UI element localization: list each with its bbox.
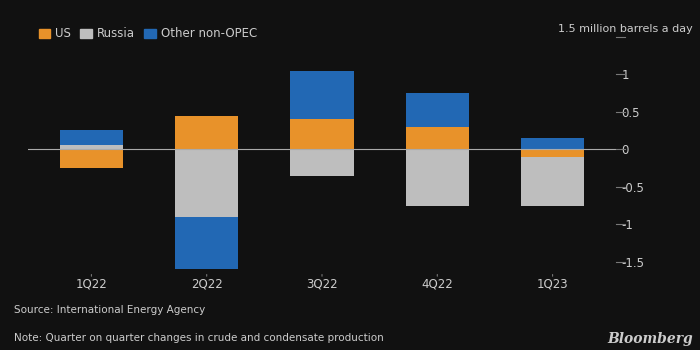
- Text: 1.5 million barrels a day: 1.5 million barrels a day: [559, 25, 693, 35]
- Text: Source: International Energy Agency: Source: International Energy Agency: [14, 305, 205, 315]
- Bar: [521, 138, 584, 149]
- Bar: [175, 116, 239, 149]
- Bar: [60, 145, 123, 149]
- Bar: [290, 149, 354, 175]
- Bar: [405, 93, 469, 127]
- Bar: [405, 149, 469, 205]
- Bar: [175, 217, 239, 269]
- Bar: [290, 119, 354, 149]
- Bar: [60, 130, 123, 145]
- Bar: [290, 70, 354, 119]
- Bar: [175, 149, 239, 217]
- Bar: [60, 149, 123, 168]
- Bar: [521, 149, 584, 157]
- Text: Bloomberg: Bloomberg: [608, 332, 693, 346]
- Text: Note: Quarter on quarter changes in crude and condensate production: Note: Quarter on quarter changes in crud…: [14, 333, 384, 343]
- Legend: US, Russia, Other non-OPEC: US, Russia, Other non-OPEC: [34, 23, 262, 45]
- Bar: [521, 157, 584, 205]
- Bar: [405, 127, 469, 149]
